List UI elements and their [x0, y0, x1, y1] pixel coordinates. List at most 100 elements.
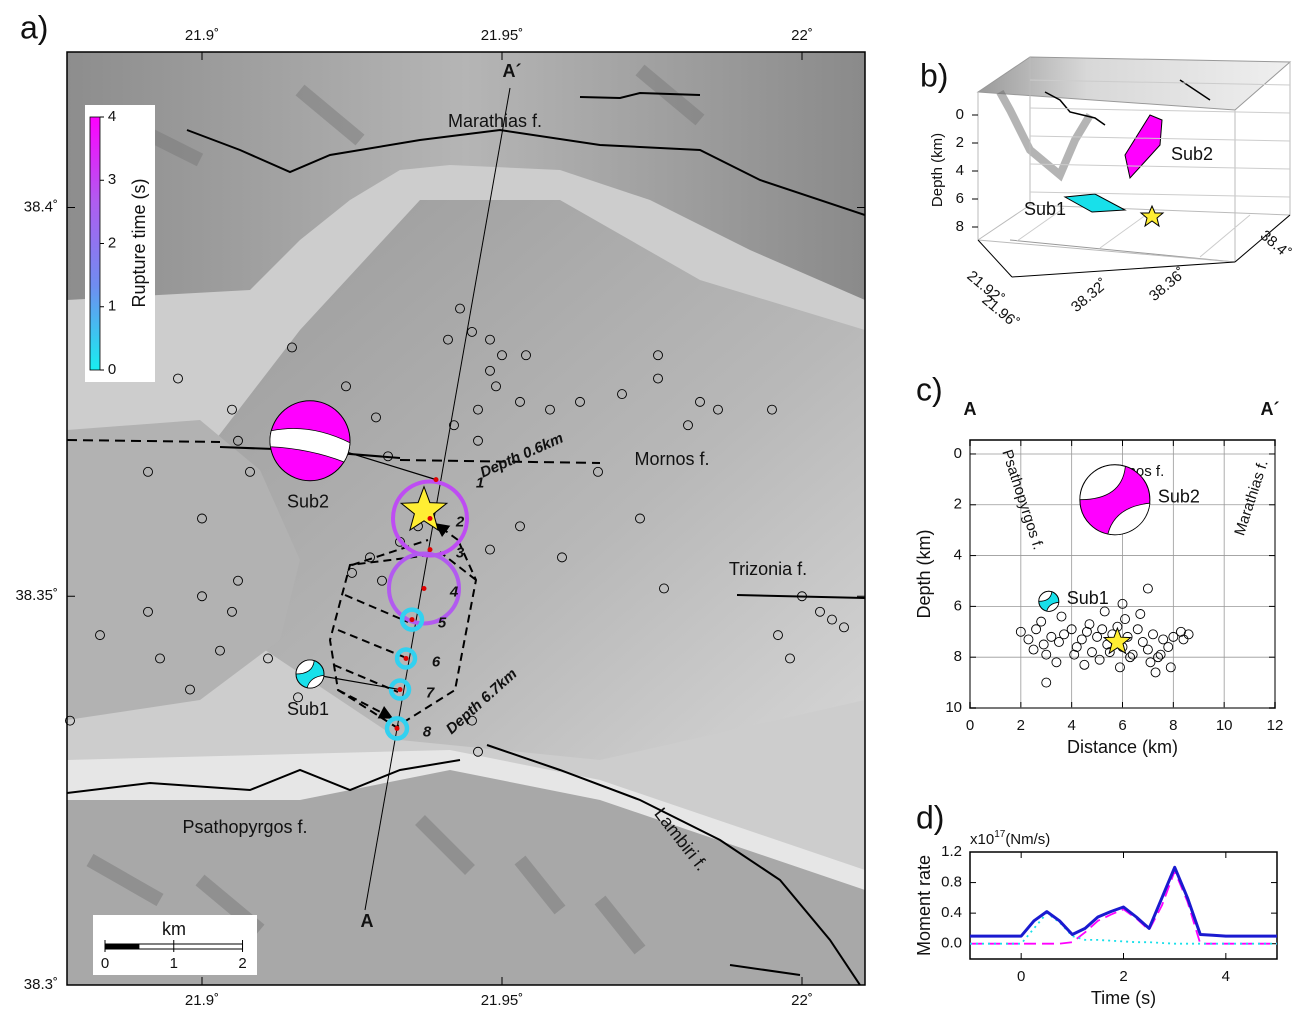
- event: [1132, 624, 1143, 635]
- event: [1076, 634, 1087, 645]
- event: [1071, 642, 1082, 652]
- event: [1059, 629, 1069, 640]
- event: [575, 396, 585, 407]
- y-axis-label: Depth (km): [914, 529, 934, 618]
- event: [1038, 639, 1049, 650]
- event: [143, 606, 153, 617]
- event: [233, 435, 243, 446]
- event: [1168, 631, 1179, 642]
- x-tick-label: 8: [1169, 717, 1177, 734]
- event: [1120, 614, 1130, 625]
- mechanism-nodal: [269, 428, 351, 463]
- z-tick-label: 2: [956, 134, 964, 151]
- event: [1158, 634, 1169, 645]
- event: [1046, 631, 1057, 642]
- scale-bar-title: km: [162, 919, 186, 939]
- event: [1051, 657, 1062, 668]
- event: [227, 404, 237, 415]
- y-tick-label: 6: [954, 597, 962, 614]
- event: [773, 630, 783, 641]
- subevent-ring: [384, 716, 410, 741]
- event: [1117, 598, 1128, 609]
- subevent: [409, 617, 415, 623]
- mechanism-label: Sub1: [1067, 588, 1109, 608]
- y-tick-label: 0.0: [941, 935, 962, 952]
- subevent: [427, 547, 433, 553]
- event: [1104, 647, 1115, 658]
- event: [215, 645, 225, 656]
- sub-label: Sub2: [1171, 144, 1213, 164]
- event: [1028, 644, 1039, 655]
- event: [233, 575, 243, 586]
- event: [377, 575, 387, 586]
- event: [1178, 634, 1189, 645]
- event: [1084, 619, 1095, 630]
- x-tick-label: 22˚: [791, 27, 813, 44]
- event: [557, 552, 567, 563]
- series-line: [970, 865, 1277, 938]
- epicenter: [1102, 626, 1133, 655]
- mechanism-nodal: [295, 659, 325, 689]
- y-tick-label: 2: [954, 496, 962, 513]
- colorbar-label: Rupture time (s): [129, 178, 149, 307]
- x-tick-label: 22˚: [791, 992, 813, 1009]
- subevent-label: 5: [438, 615, 447, 632]
- series-line: [970, 912, 1277, 945]
- profile-label: A´: [503, 61, 522, 81]
- mechanism-label: Sub1: [287, 699, 329, 719]
- event: [797, 591, 807, 602]
- event: [65, 715, 75, 726]
- lat-tick-label: 38.4˚: [1257, 227, 1293, 262]
- event: [95, 630, 105, 641]
- map-frame: [66, 51, 866, 986]
- event: [197, 513, 207, 524]
- event: [683, 420, 693, 431]
- y-tick-label: 10: [945, 699, 962, 716]
- event: [1176, 626, 1186, 637]
- event: [197, 591, 207, 602]
- event: [1081, 626, 1092, 637]
- panel-label: d): [916, 799, 944, 835]
- event: [515, 521, 525, 532]
- colorbar-tick-label: 1: [108, 298, 116, 315]
- event: [1087, 647, 1097, 658]
- event: [653, 350, 663, 361]
- event: [1097, 624, 1108, 635]
- event: [839, 622, 849, 633]
- event: [173, 373, 183, 384]
- plot-frame: [969, 851, 1278, 960]
- colorbar-tick-label: 3: [108, 171, 116, 188]
- series-line: [970, 870, 1277, 945]
- grid-line: [1029, 107, 1291, 114]
- event: [371, 412, 381, 423]
- profile-label: A´: [1261, 399, 1280, 419]
- z-tick-label: 4: [956, 162, 964, 179]
- event: [365, 552, 375, 563]
- mechanism-label: Sub2: [1158, 486, 1200, 506]
- scale-base: x10: [970, 831, 994, 848]
- event: [1145, 657, 1156, 668]
- panel-b-box: [976, 56, 1292, 278]
- subevent: [427, 516, 433, 521]
- event: [1163, 642, 1174, 652]
- subevent-ring: [399, 607, 425, 632]
- mechanism-label: Sub2: [287, 492, 329, 512]
- epicenter: [399, 485, 449, 532]
- event: [1137, 637, 1148, 647]
- y-axis-label: Moment rate: [914, 855, 934, 956]
- event: [473, 404, 483, 415]
- axis-label: Depth (km): [929, 133, 946, 207]
- event: [1115, 662, 1125, 673]
- event: [455, 303, 465, 314]
- x-tick-label: 12: [1267, 717, 1284, 734]
- z-tick-label: 8: [956, 218, 964, 235]
- event: [485, 334, 495, 345]
- event: [1125, 652, 1136, 663]
- event: [1153, 652, 1164, 663]
- event: [1066, 624, 1077, 635]
- subevent: [433, 477, 439, 483]
- x-tick-label: 10: [1216, 717, 1233, 734]
- event: [785, 653, 795, 664]
- y-tick-label: 1.2: [941, 843, 962, 860]
